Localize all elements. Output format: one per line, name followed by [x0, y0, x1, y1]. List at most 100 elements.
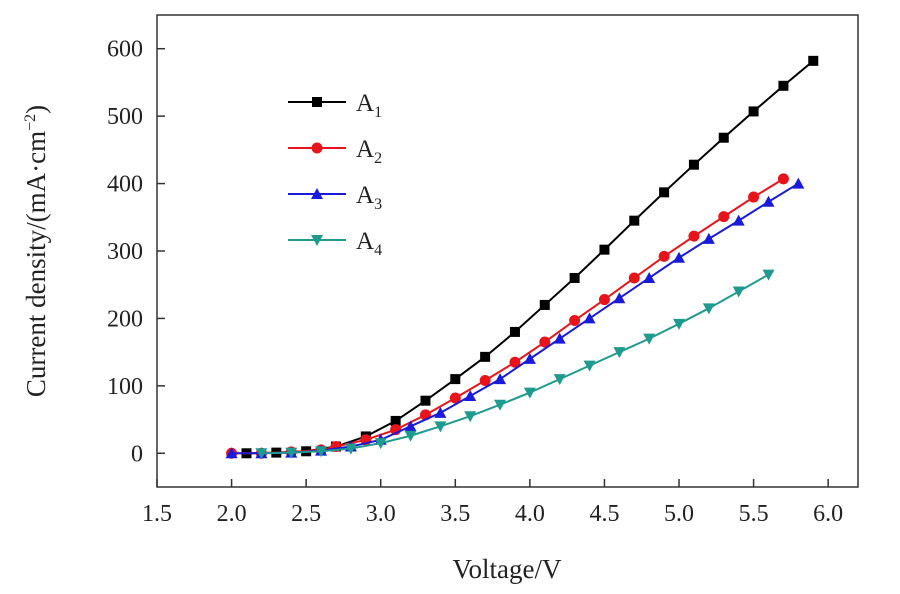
series-a4-point	[613, 347, 626, 359]
series-a2-point	[718, 211, 730, 223]
series-a4-point	[315, 446, 328, 458]
y-axis-title-close: )	[21, 105, 51, 114]
series-a3-point	[225, 447, 238, 459]
legend-label-sub: 4	[374, 242, 382, 259]
legend-label-main: A	[356, 90, 374, 117]
legend-label: A2	[356, 136, 382, 167]
series-a4-point	[255, 448, 268, 460]
series-a1-point	[599, 244, 610, 255]
legend-label: A4	[356, 228, 382, 259]
series-a3-point	[464, 389, 477, 401]
series-a3-point	[494, 373, 507, 385]
series-a3-point	[762, 195, 775, 207]
series-a4-line	[261, 273, 770, 455]
series-a4-point	[702, 303, 715, 315]
legend-label-sub: 3	[374, 196, 382, 213]
series-a1-point	[808, 55, 819, 66]
series-a2-point	[688, 230, 700, 242]
x-tick-label: 3.0	[366, 501, 396, 527]
series-a4-point	[285, 447, 298, 459]
y-axis-title-main: Current density/(mA·cm	[21, 131, 51, 397]
series-a4-point	[464, 411, 477, 423]
series-a3-point	[613, 292, 626, 304]
x-tick-label: 4.5	[589, 501, 619, 527]
series-a1-point	[420, 395, 431, 406]
x-tick-label: 6.0	[813, 501, 843, 527]
series-a4-point	[643, 333, 656, 345]
series-a1-point	[718, 132, 729, 143]
series-a2-point	[509, 356, 521, 368]
legend-marker	[311, 142, 323, 154]
series-a2-point	[658, 250, 670, 262]
series-a3-point	[404, 420, 417, 432]
series-a1-point	[748, 106, 759, 117]
legend-label-sub: 2	[374, 150, 382, 167]
series-a2-point	[777, 173, 789, 185]
series-a2-point	[628, 272, 640, 284]
series-a1-point	[539, 299, 550, 310]
legend-label-main: A	[356, 228, 374, 255]
series-a1-point	[659, 187, 670, 198]
series-a4-point	[523, 387, 536, 399]
series-a2-point	[479, 374, 491, 386]
series-a2-point	[539, 336, 551, 348]
series-a4-point	[344, 443, 357, 455]
legend-label-sub: 1	[374, 104, 382, 121]
legend-label-main: A	[356, 136, 374, 163]
series-a3-point	[523, 352, 536, 364]
legend-item-a2: A2	[288, 136, 382, 167]
series-a1-point	[629, 215, 640, 226]
series-a1-point	[390, 415, 401, 426]
series-a4-point	[494, 399, 507, 411]
series-a4-point	[374, 438, 387, 450]
y-tick-label: 0	[131, 441, 143, 467]
series-a4-point	[583, 360, 596, 372]
y-axis-ticks: 0 100 200 300 400 500 600	[107, 37, 165, 467]
legend-label: A1	[356, 90, 382, 121]
series-a3-point	[702, 232, 715, 244]
x-tick-label: 4.0	[515, 501, 545, 527]
y-tick-label: 200	[107, 306, 143, 332]
series-layer	[225, 55, 819, 460]
series-a1-point	[480, 351, 491, 362]
series-a3-point	[553, 332, 566, 344]
legend-marker	[311, 235, 323, 246]
series-a4-point	[553, 374, 566, 386]
y-tick-label: 100	[107, 374, 143, 400]
legend-item-a3: A3	[288, 182, 382, 213]
x-axis-ticks: 1.5 2.0 2.5 3.0 3.5 4.0 4.5 5.0 5.5 6.0	[142, 479, 843, 527]
series-a1-point	[450, 374, 461, 385]
series-a2-point	[569, 314, 581, 326]
legend-item-a4: A4	[288, 228, 382, 259]
series-a3-point	[792, 177, 805, 189]
series-a4	[255, 269, 775, 460]
series-a1-point	[688, 159, 699, 170]
legend-marker	[312, 97, 322, 107]
x-tick-label: 5.0	[664, 501, 694, 527]
series-a4-point	[762, 269, 775, 281]
series-a4-point	[434, 421, 447, 433]
series-a3-point	[673, 251, 686, 263]
series-a4-point	[404, 430, 417, 442]
legend-marker	[311, 188, 323, 199]
x-tick-label: 1.5	[142, 501, 172, 527]
y-tick-label: 500	[107, 104, 143, 130]
series-a3-point	[643, 271, 656, 283]
x-axis-title: Voltage/V	[453, 554, 562, 584]
series-a1-point	[569, 272, 580, 283]
y-tick-label: 400	[107, 172, 143, 198]
legend-label-main: A	[356, 182, 374, 209]
y-tick-label: 600	[107, 37, 143, 63]
y-axis-title: Current density/(mA·cm−2)	[21, 105, 51, 397]
series-a1-point	[509, 326, 520, 337]
y-tick-label: 300	[107, 239, 143, 265]
series-a3-point	[434, 406, 447, 418]
x-tick-label: 3.5	[440, 501, 470, 527]
series-a2	[226, 173, 789, 459]
series-a2-point	[449, 392, 461, 404]
series-a2-point	[748, 191, 760, 203]
legend-item-a1: A1	[288, 90, 382, 121]
series-a1-point	[778, 80, 789, 91]
